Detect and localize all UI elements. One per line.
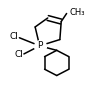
- Text: Cl: Cl: [10, 32, 19, 41]
- Text: Cl: Cl: [14, 50, 23, 59]
- Text: P: P: [37, 41, 42, 50]
- Text: CH₃: CH₃: [70, 8, 85, 17]
